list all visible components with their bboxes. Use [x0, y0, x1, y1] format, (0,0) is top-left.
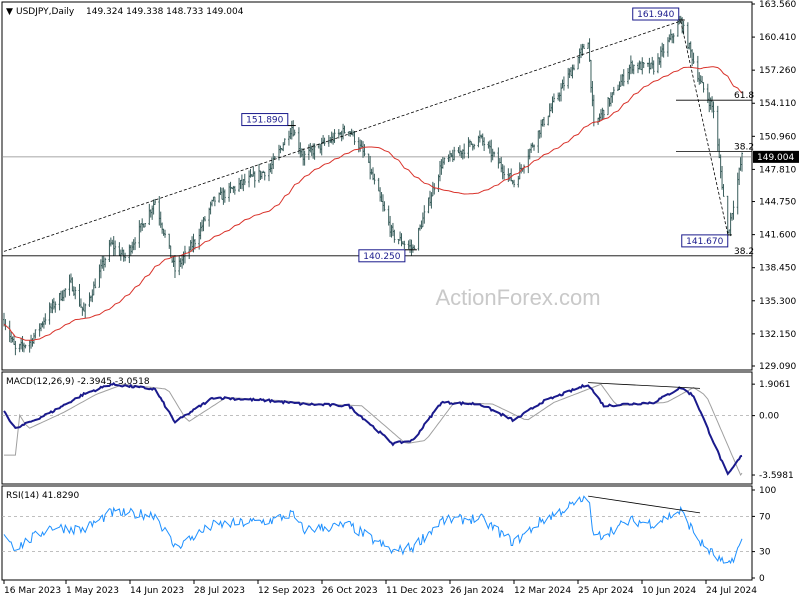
- price-tick-label: 150.960: [759, 132, 796, 142]
- current-price-value: 149.004: [757, 153, 794, 163]
- macd-lines: 1.9061 0.00 -3.5981: [2, 380, 794, 481]
- fib-label: 61.8: [734, 91, 754, 101]
- price-tick-label: 141.600: [759, 231, 796, 241]
- price-annotation-label: 141.670: [686, 237, 723, 247]
- rsi-line: 100 70 30 0: [2, 486, 776, 584]
- macd-main-line: [3, 382, 743, 476]
- price-pane: [1, 1, 753, 371]
- price-tick-label: 157.260: [759, 66, 796, 76]
- price-tick-label: 129.090: [759, 362, 796, 372]
- price-candles: [3, 15, 743, 356]
- date-axis: 16 Mar 2023 1 May 2023 14 Jun 2023 28 Jul 2…: [3, 580, 757, 596]
- macd-pane: [1, 371, 753, 485]
- rsi-tick-label: 0: [759, 574, 765, 584]
- rsi-tick-label: 30: [759, 548, 771, 558]
- date-tick-label: 26 Jan 2024: [450, 586, 504, 596]
- price-tick-label: 154.110: [759, 99, 796, 109]
- date-tick-label: 11 Dec 2023: [386, 586, 444, 596]
- price-tick-label: 163.560: [759, 0, 796, 10]
- rsi-pane: [1, 485, 753, 581]
- price-axis: 163.560 160.410 157.260 154.110 150.960 147.8…: [2, 0, 799, 372]
- macd-signal-line: [4, 383, 743, 477]
- price-tick-label: 138.450: [759, 264, 796, 274]
- date-tick-label: 12 Mar 2024: [514, 586, 571, 596]
- rsi-tick-label: 70: [759, 512, 771, 522]
- dashed-trendline: [680, 20, 729, 234]
- price-annotation-label: 151.890: [246, 116, 283, 126]
- price-tick-label: 132.150: [759, 330, 796, 340]
- price-tick-label: 135.300: [759, 297, 796, 307]
- ma-line: [3, 66, 743, 342]
- header-arrow: ▼: [6, 7, 13, 17]
- moving-average: [3, 66, 743, 342]
- trendlines: [3, 20, 729, 252]
- macd-divergence-line: [588, 382, 701, 389]
- date-tick-label: 16 Mar 2023: [4, 586, 61, 596]
- price-tick-label: 160.410: [759, 33, 796, 43]
- rsi-tick-label: 100: [759, 486, 776, 496]
- price-tick-label: 147.810: [759, 165, 796, 175]
- price-annotation-box: [241, 113, 289, 127]
- macd-tick-label: -3.5981: [759, 471, 794, 481]
- date-tick-label: 12 Sep 2023: [258, 586, 315, 596]
- macd-tick-label: 0.00: [759, 412, 779, 422]
- rsi-divergence-line: [588, 495, 701, 514]
- fib-label: 38.2: [734, 143, 754, 153]
- date-tick-label: 14 Jun 2023: [130, 586, 184, 596]
- price-annotation-box: [632, 7, 680, 21]
- date-tick-label: 28 Jul 2023: [194, 586, 245, 596]
- date-tick-label: 1 May 2023: [66, 586, 119, 596]
- price-tick-label: 144.750: [759, 198, 796, 208]
- rsi-line-path: [3, 495, 743, 565]
- price-annotation-box: [358, 249, 406, 263]
- macd-tick-label: 1.9061: [759, 380, 791, 390]
- ohlc-label: 149.324 149.338 148.733 149.004: [86, 7, 244, 17]
- macd-label: MACD(12,26,9) -2.3945 -3.0518: [6, 377, 150, 387]
- date-tick-label: 26 Oct 2023: [322, 586, 378, 596]
- current-price-tag: [753, 150, 799, 163]
- dashed-trendline: [3, 20, 681, 252]
- price-annotation-label: 161.940: [637, 10, 674, 20]
- fib-label: 38.2: [734, 247, 754, 257]
- rsi-label: RSI(14) 41.8290: [6, 491, 79, 501]
- date-tick-label: 24 Jul 2024: [706, 586, 757, 596]
- date-tick-label: 25 Apr 2024: [578, 586, 634, 596]
- watermark: ActionForex.com: [435, 285, 600, 310]
- date-tick-label: 10 Jun 2024: [642, 586, 696, 596]
- price-annotation-box: [681, 234, 729, 248]
- symbol-label: USDJPY,Daily: [16, 7, 75, 17]
- price-annotation-label: 140.250: [363, 252, 400, 262]
- price-annotations: 61.8 38.2 38.2 151.890 140.250 161.940 141.670: [2, 7, 754, 263]
